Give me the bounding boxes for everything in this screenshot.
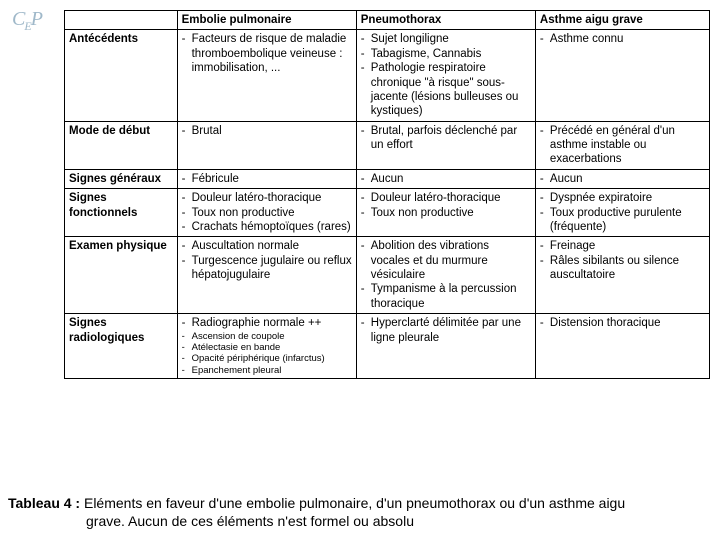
row-header: Antécédents (65, 30, 178, 121)
list-item: Tabagisme, Cannabis (361, 47, 531, 61)
table-cell: FreinageRâles sibilants ou silence auscu… (535, 237, 709, 314)
cell-list: Brutal (182, 124, 352, 138)
cell-list: Facteurs de risque de maladie thromboemb… (182, 32, 352, 75)
list-item: Abolition des vibrations vocales et du m… (361, 239, 531, 282)
list-item: Turgescence jugulaire ou reflux hépatoju… (182, 254, 352, 283)
table-cell: Hyperclarté délimitée par une ligne pleu… (356, 314, 535, 379)
cell-list: FreinageRâles sibilants ou silence auscu… (540, 239, 705, 282)
list-item: Précédé en général d'un asthme instable … (540, 124, 705, 167)
list-item: Toux productive purulente (fréquente) (540, 206, 705, 235)
list-item: Atélectasie en bande (182, 342, 352, 353)
table-cell: Abolition des vibrations vocales et du m… (356, 237, 535, 314)
table-row: Signes radiologiquesRadiographie normale… (65, 314, 710, 379)
list-item: Epanchement pleural (182, 365, 352, 376)
table-cell: Distension thoracique (535, 314, 709, 379)
cell-list: Aucun (540, 172, 705, 186)
list-item: Freinage (540, 239, 705, 253)
table-cell: Douleur latéro-thoraciqueToux non produc… (356, 189, 535, 237)
list-item: Radiographie normale ++ (182, 316, 352, 330)
table-cell: Précédé en général d'un asthme instable … (535, 121, 709, 169)
list-item: Douleur latéro-thoracique (182, 191, 352, 205)
row-header: Signes généraux (65, 169, 178, 188)
list-item: Ascension de coupole (182, 331, 352, 342)
caption-line2: grave. Aucun de ces éléments n'est forme… (8, 513, 414, 529)
cell-list: Douleur latéro-thoraciqueToux non produc… (361, 191, 531, 220)
table-cell: Sujet longiligneTabagisme, CannabisPatho… (356, 30, 535, 121)
table-body: AntécédentsFacteurs de risque de maladie… (65, 30, 710, 379)
list-item: Tympanisme à la percussion thoracique (361, 282, 531, 311)
table-cell: Facteurs de risque de maladie thromboemb… (177, 30, 356, 121)
column-header: Asthme aigu grave (535, 11, 709, 30)
table-cell: Dyspnée expiratoireToux productive purul… (535, 189, 709, 237)
comparison-table-container: Embolie pulmonairePneumothoraxAsthme aig… (0, 0, 720, 379)
list-item: Opacité périphérique (infarctus) (182, 353, 352, 364)
list-item: Aucun (540, 172, 705, 186)
table-cell: Asthme connu (535, 30, 709, 121)
list-item: Hyperclarté délimitée par une ligne pleu… (361, 316, 531, 345)
table-cell: Aucun (356, 169, 535, 188)
list-item: Râles sibilants ou silence auscultatoire (540, 254, 705, 283)
comparison-table: Embolie pulmonairePneumothoraxAsthme aig… (64, 10, 710, 379)
list-item: Brutal (182, 124, 352, 138)
list-item: Crachats hémoptoïques (rares) (182, 220, 352, 234)
list-item: Distension thoracique (540, 316, 705, 330)
table-cell: Brutal, parfois déclenché par un effort (356, 121, 535, 169)
cell-list: Douleur latéro-thoraciqueToux non produc… (182, 191, 352, 234)
table-cell: Radiographie normale ++Ascension de coup… (177, 314, 356, 379)
column-header: Embolie pulmonaire (177, 11, 356, 30)
cell-list: Sujet longiligneTabagisme, CannabisPatho… (361, 32, 531, 118)
table-row: Signes fonctionnelsDouleur latéro-thorac… (65, 189, 710, 237)
row-header: Signes radiologiques (65, 314, 178, 379)
column-header: Pneumothorax (356, 11, 535, 30)
list-item: Facteurs de risque de maladie thromboemb… (182, 32, 352, 75)
caption-line1: Eléments en faveur d'une embolie pulmona… (84, 495, 625, 511)
list-item: Dyspnée expiratoire (540, 191, 705, 205)
table-row: AntécédentsFacteurs de risque de maladie… (65, 30, 710, 121)
list-item: Sujet longiligne (361, 32, 531, 46)
list-item: Fébricule (182, 172, 352, 186)
table-row: Examen physiqueAuscultation normaleTurge… (65, 237, 710, 314)
table-header-row: Embolie pulmonairePneumothoraxAsthme aig… (65, 11, 710, 30)
list-item: Auscultation normale (182, 239, 352, 253)
logo: CEP (12, 8, 42, 34)
cell-list: Hyperclarté délimitée par une ligne pleu… (361, 316, 531, 345)
cell-list: Radiographie normale ++Ascension de coup… (182, 316, 352, 376)
table-cell: Fébricule (177, 169, 356, 188)
table-cell: Brutal (177, 121, 356, 169)
cell-list: Dyspnée expiratoireToux productive purul… (540, 191, 705, 234)
cell-list: Fébricule (182, 172, 352, 186)
cell-list: Distension thoracique (540, 316, 705, 330)
list-item: Brutal, parfois déclenché par un effort (361, 124, 531, 153)
table-cell: Auscultation normaleTurgescence jugulair… (177, 237, 356, 314)
caption-label: Tableau 4 : (8, 495, 80, 511)
list-item: Douleur latéro-thoracique (361, 191, 531, 205)
list-item: Asthme connu (540, 32, 705, 46)
cell-list: Asthme connu (540, 32, 705, 46)
row-header: Examen physique (65, 237, 178, 314)
table-row: Mode de début Brutal Brutal, parfois décle… (65, 121, 710, 169)
cell-list: Brutal, parfois déclenché par un effort (361, 124, 531, 153)
cell-list: Aucun (361, 172, 531, 186)
list-item: Aucun (361, 172, 531, 186)
row-header: Mode de début (65, 121, 178, 169)
cell-list: Auscultation normaleTurgescence jugulair… (182, 239, 352, 282)
table-caption: Tableau 4 : Eléments en faveur d'une emb… (8, 494, 720, 530)
list-item: Toux non productive (182, 206, 352, 220)
list-item: Toux non productive (361, 206, 531, 220)
cell-list: Abolition des vibrations vocales et du m… (361, 239, 531, 311)
cell-list: Précédé en général d'un asthme instable … (540, 124, 705, 167)
column-header-rowlabel (65, 11, 178, 30)
table-cell: Douleur latéro-thoraciqueToux non produc… (177, 189, 356, 237)
list-item: Pathologie respiratoire chronique "à ris… (361, 61, 531, 119)
table-row: Signes généraux Fébricule Aucun Aucun (65, 169, 710, 188)
row-header: Signes fonctionnels (65, 189, 178, 237)
table-cell: Aucun (535, 169, 709, 188)
